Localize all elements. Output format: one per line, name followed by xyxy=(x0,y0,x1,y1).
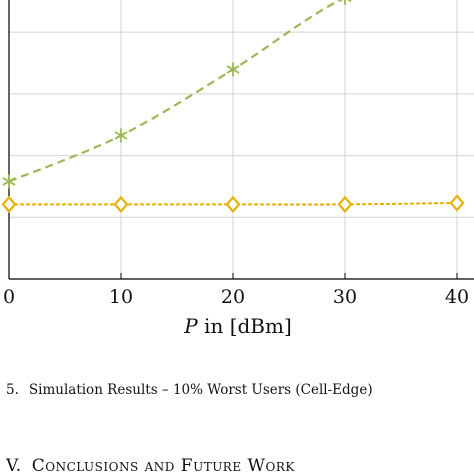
section-number: V. xyxy=(6,456,22,476)
data-point-diamond xyxy=(449,194,465,212)
figure-caption: 5. Simulation Results – 10% Worst Users (… xyxy=(6,382,474,398)
x-tick-label: 20 xyxy=(221,286,245,308)
data-point-diamond xyxy=(337,195,353,214)
section-heading: V. Conclusions and Future Work xyxy=(6,456,474,476)
x-tick-label: 10 xyxy=(109,286,133,308)
series-layer xyxy=(1,0,465,214)
figure-caption-text: Simulation Results – 10% Worst Users (Ce… xyxy=(28,382,373,398)
x-axis-label: P in [dBm] xyxy=(183,314,292,338)
x-tick-label: 0 xyxy=(3,286,15,308)
data-point-asterisk xyxy=(114,128,128,143)
data-point-diamond xyxy=(113,195,129,214)
chart: 0 10 20 30 40 P in [dBm] xyxy=(1,0,474,338)
data-point-asterisk xyxy=(226,62,240,77)
x-tick-label: 40 xyxy=(445,286,469,308)
figure-number: 5. xyxy=(6,382,19,398)
axes xyxy=(8,0,474,280)
section-title: Conclusions and Future Work xyxy=(31,456,295,476)
data-point-asterisk xyxy=(338,0,352,5)
data-point-diamond xyxy=(1,195,17,214)
x-tick-labels: 0 10 20 30 40 xyxy=(3,286,469,308)
grid xyxy=(9,0,474,279)
series-diamond xyxy=(1,194,465,214)
series-asterisk xyxy=(2,0,352,189)
data-point-asterisk xyxy=(2,174,16,189)
data-point-diamond xyxy=(225,195,241,214)
x-axis-label-text: in [dBm] xyxy=(198,314,292,338)
x-axis-label-variable: P xyxy=(183,314,198,338)
x-tick-label: 30 xyxy=(333,286,357,308)
